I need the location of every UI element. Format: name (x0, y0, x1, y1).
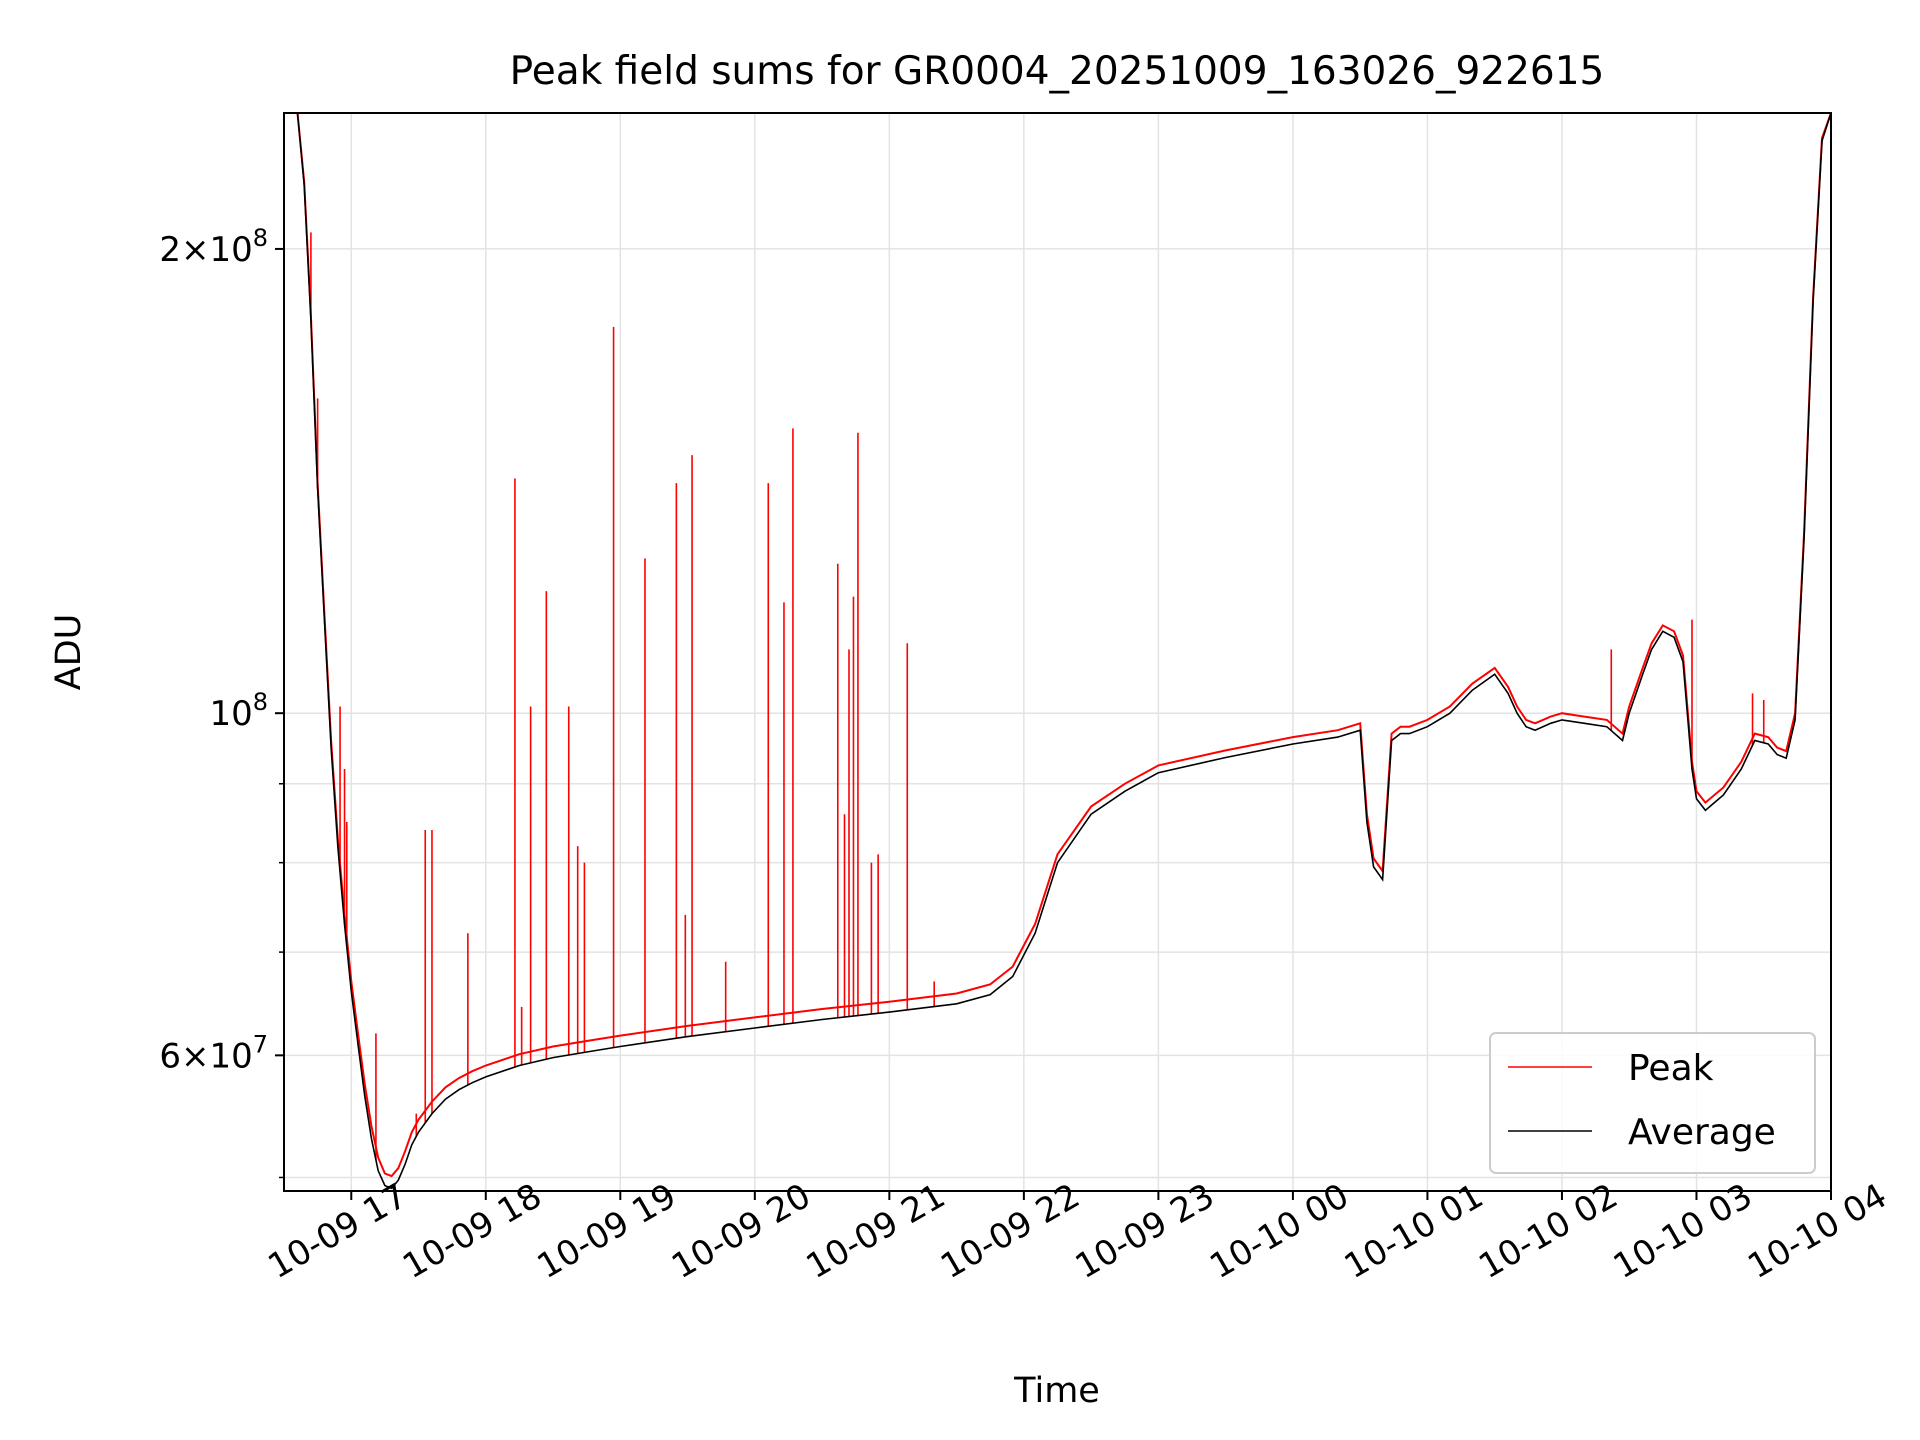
legend: Peak Average (1489, 1032, 1816, 1174)
y-tick-label: 2×108 (159, 224, 268, 270)
y-tick-exponent: 8 (253, 224, 268, 252)
axes-frame (283, 112, 1832, 1192)
y-tick-times: ×10 (181, 230, 253, 270)
y-tick-base: 10 (209, 694, 252, 734)
legend-peak-label: Peak (1628, 1048, 1714, 1089)
y-tick-label: 108 (209, 688, 268, 734)
y-tick-exponent: 7 (253, 1030, 268, 1058)
y-tick-mantissa: 6 (159, 1036, 181, 1076)
chart-title: Peak field sums for GR0004_20251009_1630… (510, 49, 1605, 94)
y-tick-mantissa: 2 (159, 230, 181, 270)
x-axis-label: Time (1013, 1371, 1100, 1411)
y-tick-exponent: 8 (253, 688, 268, 716)
legend-average-label: Average (1628, 1112, 1776, 1153)
plot-area (296, 112, 1832, 1190)
y-tick-times: ×10 (181, 1036, 253, 1076)
series-line-average (296, 112, 1832, 1190)
legend-box (1489, 1032, 1816, 1174)
y-tick-label: 6×107 (159, 1030, 268, 1076)
peak-spikes (310, 232, 1765, 1160)
y-axis-label: ADU (49, 614, 89, 691)
